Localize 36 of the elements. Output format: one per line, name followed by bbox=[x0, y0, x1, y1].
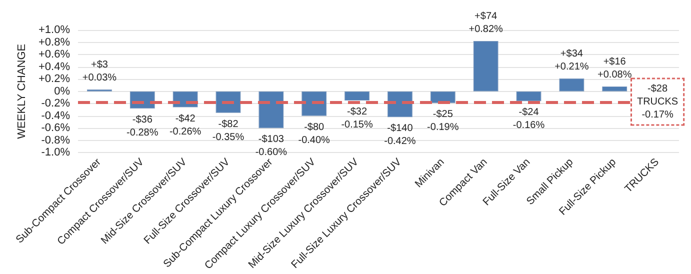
data-label: -$80 -0.40% bbox=[298, 122, 330, 146]
data-label: -$36 -0.28% bbox=[126, 114, 158, 139]
y-tick-label: -1.0% bbox=[41, 146, 70, 159]
y-tick-label: +0.4% bbox=[38, 60, 70, 73]
y-axis-title: WEEKLY CHANGE bbox=[16, 44, 28, 139]
data-label: +$34 +0.21% bbox=[554, 48, 589, 72]
bar bbox=[430, 91, 456, 104]
data-label: +$16 +0.08% bbox=[598, 56, 632, 80]
bar bbox=[559, 78, 584, 92]
y-tick-label: -0.2% bbox=[41, 98, 70, 110]
bar bbox=[302, 91, 327, 116]
bar bbox=[344, 91, 370, 101]
y-tick-label: +0.6% bbox=[38, 48, 70, 61]
data-label: -$25 -0.19% bbox=[427, 109, 459, 134]
y-tick-label: 0% bbox=[54, 85, 70, 98]
bar bbox=[258, 91, 284, 128]
y-tick-label: +0.2% bbox=[38, 73, 70, 86]
y-tick-label: -0.4% bbox=[41, 110, 70, 122]
y-tick-label: -0.8% bbox=[41, 134, 70, 146]
data-label: -$32 -0.15% bbox=[341, 106, 373, 131]
data-label: +$74 +0.82% bbox=[468, 11, 504, 36]
data-label: -$24 -0.16% bbox=[512, 107, 545, 132]
bar bbox=[516, 91, 542, 102]
data-label: +$3 +0.03% bbox=[82, 60, 117, 84]
data-label: -$82 -0.35% bbox=[212, 118, 244, 143]
y-tick-label: +0.8% bbox=[38, 36, 70, 48]
bar bbox=[602, 86, 628, 92]
bar bbox=[216, 91, 241, 113]
bar bbox=[473, 41, 498, 92]
y-tick-label: +1.0% bbox=[38, 24, 70, 36]
bar bbox=[388, 91, 412, 118]
ref-line-label: -$28 TRUCKS -0.17% bbox=[636, 83, 678, 120]
data-label: -$103 -0.60% bbox=[255, 134, 288, 158]
data-label: -$42 -0.26% bbox=[169, 113, 202, 138]
y-tick-label: -0.6% bbox=[41, 122, 70, 134]
data-label: -$140 -0.42% bbox=[384, 123, 416, 148]
